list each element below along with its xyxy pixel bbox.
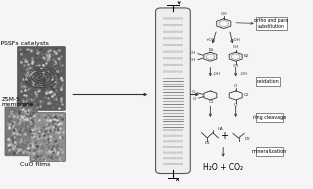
Text: -OH: -OH bbox=[239, 72, 248, 76]
Text: oxidation: oxidation bbox=[257, 79, 279, 84]
Text: HA: HA bbox=[218, 127, 223, 131]
Text: OH: OH bbox=[220, 12, 227, 16]
FancyBboxPatch shape bbox=[30, 113, 65, 161]
Text: D2: D2 bbox=[244, 137, 250, 141]
Text: B1: B1 bbox=[209, 48, 214, 53]
Text: +OH: +OH bbox=[230, 38, 240, 42]
FancyBboxPatch shape bbox=[256, 17, 287, 30]
Text: D1: D1 bbox=[204, 141, 210, 145]
FancyBboxPatch shape bbox=[18, 46, 65, 110]
FancyBboxPatch shape bbox=[256, 113, 283, 122]
Text: OH: OH bbox=[233, 45, 239, 50]
Text: mineralization: mineralization bbox=[252, 149, 287, 154]
Text: +OH: +OH bbox=[205, 38, 215, 42]
Text: ZSM-5
membrane: ZSM-5 membrane bbox=[2, 97, 34, 108]
Text: OH: OH bbox=[233, 64, 239, 68]
Text: ring cleavage: ring cleavage bbox=[253, 115, 286, 120]
Text: C1: C1 bbox=[209, 100, 214, 104]
Text: B2: B2 bbox=[243, 54, 249, 58]
Text: O: O bbox=[192, 90, 195, 94]
FancyBboxPatch shape bbox=[256, 147, 283, 156]
Text: O: O bbox=[234, 103, 237, 107]
FancyBboxPatch shape bbox=[5, 107, 37, 156]
FancyBboxPatch shape bbox=[256, 77, 280, 86]
Text: O: O bbox=[234, 84, 237, 88]
Text: O: O bbox=[193, 97, 196, 101]
Text: ortho and para
substitution: ortho and para substitution bbox=[254, 18, 288, 29]
Text: H₂O + CO₂: H₂O + CO₂ bbox=[203, 163, 243, 172]
Text: CuO films: CuO films bbox=[20, 162, 50, 167]
FancyBboxPatch shape bbox=[156, 8, 190, 174]
Text: OH: OH bbox=[190, 51, 196, 55]
Text: -OH: -OH bbox=[213, 72, 221, 76]
Text: +: + bbox=[220, 131, 228, 141]
Text: OH: OH bbox=[190, 58, 196, 62]
Text: C2: C2 bbox=[244, 92, 249, 97]
Text: Cu-ZSM-5/ PSSFs catalysts: Cu-ZSM-5/ PSSFs catalysts bbox=[0, 41, 49, 46]
